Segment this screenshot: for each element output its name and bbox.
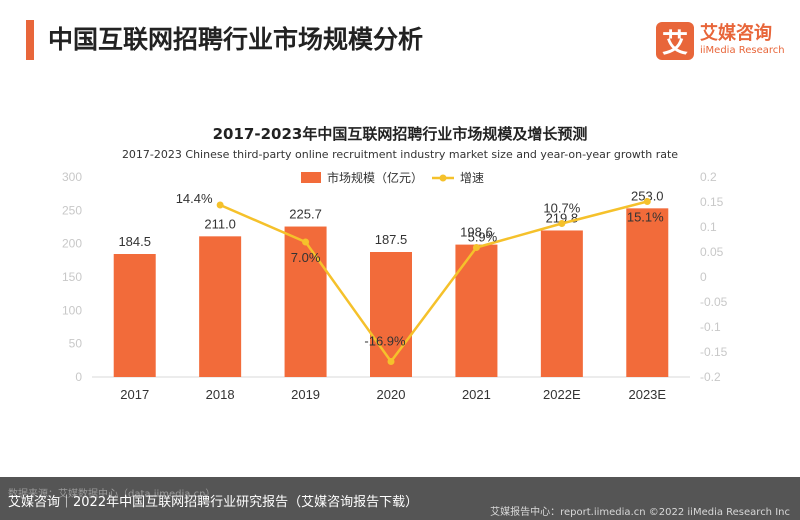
bar [540, 230, 583, 377]
x-tick-label: 2017 [120, 387, 149, 402]
growth-value-label: 5.9% [468, 230, 498, 245]
y-right-tick-label: 0.2 [700, 170, 717, 184]
y-right-tick-label: 0.15 [700, 195, 724, 209]
legend-bar-label: 市场规模（亿元） [327, 170, 423, 185]
x-tick-label: 2020 [377, 387, 406, 402]
growth-point [558, 220, 566, 227]
growth-point [643, 198, 651, 205]
y-left-tick-label: 150 [62, 270, 82, 284]
chart-title: 2017-2023年中国互联网招聘行业市场规模及增长预测 [212, 125, 588, 143]
growth-value-label: 15.1% [627, 210, 664, 225]
bar [113, 254, 156, 377]
growth-point [216, 201, 224, 209]
chart-subtitle: 2017-2023 Chinese third-party online rec… [121, 148, 679, 161]
y-right-tick-label: 0 [700, 270, 707, 284]
growth-value-label: 14.4% [176, 191, 213, 206]
x-tick-label: 2021 [462, 387, 491, 402]
y-right-tick-label: 0.1 [700, 220, 717, 234]
y-right-tick-label: -0.2 [700, 370, 721, 384]
x-tick-label: 2018 [206, 387, 235, 402]
footer-copyright: 艾媒报告中心：report.iimedia.cn ©2022 iiMedia R… [490, 507, 790, 518]
y-right-tick-label: -0.05 [700, 295, 728, 309]
bar-value-label: 211.0 [204, 216, 236, 231]
y-right-tick-label: -0.15 [700, 345, 728, 359]
growth-point [472, 244, 480, 251]
y-left-tick-label: 100 [62, 303, 82, 317]
growth-point [302, 238, 310, 246]
logo-name-cn: 艾媒咨询 [700, 23, 772, 44]
bar [370, 252, 412, 377]
bar-value-label: 253.0 [631, 188, 664, 203]
page-title: 中国互联网招聘行业市场规模分析 [48, 25, 424, 54]
y-left-tick-label: 0 [75, 370, 82, 384]
y-left-tick-label: 50 [69, 337, 83, 351]
logo-name-en: iiMedia Research [700, 45, 785, 56]
legend-bar-swatch [301, 172, 321, 183]
title-accent-bar [26, 20, 34, 60]
y-right-tick-label: 0.05 [700, 245, 724, 259]
y-left-tick-label: 200 [62, 237, 82, 251]
x-tick-label: 2023E [628, 387, 666, 402]
x-tick-label: 2019 [291, 387, 320, 402]
growth-value-label: -16.9% [364, 334, 406, 349]
legend-line-label: 增速 [460, 171, 484, 185]
bar-value-label: 184.5 [118, 234, 151, 249]
market-size-chart: 0 50 100 150 200 250 300 -0.2 -0.15 -0.1 -0.05 0 0.0… [62, 170, 728, 402]
x-tick-label: 2022E [543, 387, 581, 402]
bar [199, 236, 242, 377]
y-left-tick-label: 250 [62, 203, 82, 217]
footer-caption[interactable]: 艾媒咨询｜2022年中国互联网招聘行业研究报告（艾媒咨询报告下载） [8, 495, 419, 510]
bar-value-label: 187.5 [375, 232, 408, 247]
bar-value-label: 225.7 [289, 207, 322, 222]
bar-value-label: 198.6 [460, 225, 493, 240]
footer-bar: 数据来源：艾媒数据中心（data.iimedia.cn） 艾媒咨询｜2022年中… [0, 477, 800, 520]
y-left-tick-label: 300 [62, 170, 82, 184]
bar [626, 208, 669, 377]
logo-icon: 艾 [656, 22, 694, 60]
bar [455, 244, 498, 377]
bar [284, 226, 327, 377]
y-right-tick-label: -0.1 [700, 320, 721, 334]
data-source: 数据来源：艾媒数据中心（data.iimedia.cn） [8, 489, 216, 500]
growth-value-label: 10.7% [543, 201, 580, 216]
growth-line [219, 200, 648, 364]
legend-line-marker [439, 174, 447, 182]
growth-value-label: 7.0% [291, 250, 321, 265]
growth-point [387, 358, 395, 365]
brand-logo: 艾 艾媒咨询 iiMedia Research [656, 22, 785, 60]
